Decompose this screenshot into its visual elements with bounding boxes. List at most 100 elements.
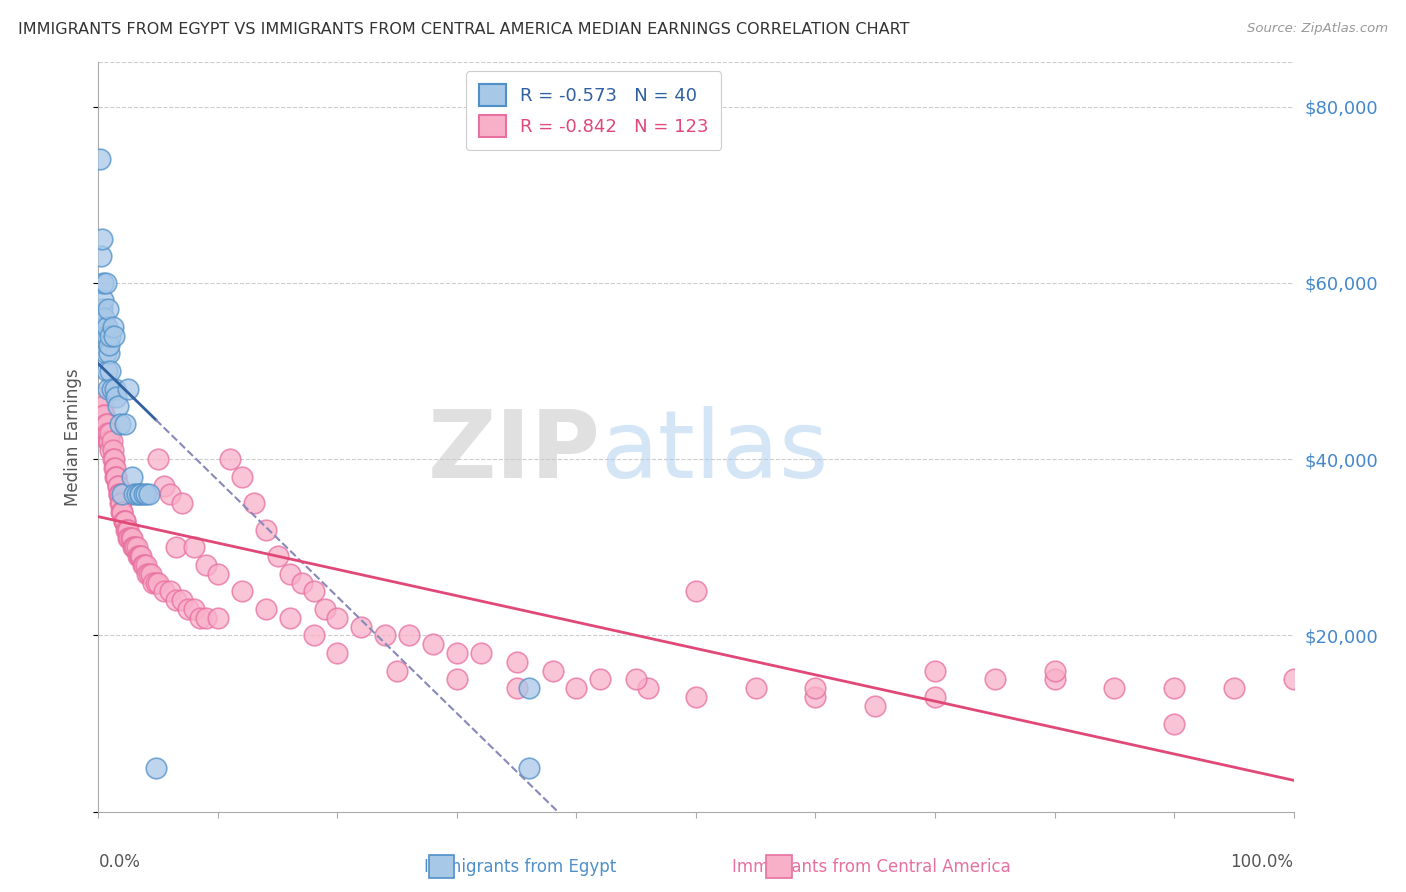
- Point: [98, 425, 122, 440]
- Text: Immigrants from Central America: Immigrants from Central America: [733, 858, 1011, 876]
- Point: [111, 505, 134, 519]
- Point: [93, 311, 115, 326]
- Text: Immigrants from Egypt: Immigrants from Egypt: [425, 858, 616, 876]
- Point: [129, 487, 152, 501]
- Point: [865, 698, 887, 713]
- Text: Source: ZipAtlas.com: Source: ZipAtlas.com: [1247, 22, 1388, 36]
- Point: [93, 319, 115, 334]
- Point: [112, 514, 135, 528]
- Point: [153, 584, 176, 599]
- Point: [924, 664, 946, 678]
- Point: [177, 602, 200, 616]
- Point: [924, 690, 946, 705]
- Point: [1163, 681, 1185, 696]
- Point: [93, 408, 115, 422]
- Point: [118, 532, 141, 546]
- Point: [111, 505, 134, 519]
- Point: [804, 690, 827, 705]
- Point: [745, 681, 768, 696]
- Point: [138, 566, 160, 581]
- Point: [89, 153, 111, 167]
- Point: [350, 619, 373, 633]
- Point: [117, 523, 139, 537]
- Point: [94, 417, 117, 431]
- Point: [231, 584, 253, 599]
- Point: [96, 319, 118, 334]
- Point: [135, 487, 157, 501]
- Point: [153, 478, 176, 492]
- Point: [129, 487, 152, 501]
- Point: [446, 673, 468, 687]
- Point: [315, 602, 337, 616]
- Point: [138, 487, 160, 501]
- Point: [374, 628, 396, 642]
- Point: [125, 541, 148, 555]
- Point: [267, 549, 290, 563]
- Point: [97, 425, 120, 440]
- Point: [291, 575, 314, 590]
- Text: ZIP: ZIP: [427, 406, 600, 498]
- Point: [506, 655, 529, 669]
- Point: [446, 646, 468, 660]
- Point: [105, 391, 128, 405]
- Point: [103, 328, 125, 343]
- Point: [159, 584, 181, 599]
- Point: [108, 417, 131, 431]
- Point: [243, 496, 266, 510]
- Point: [107, 487, 129, 501]
- Point: [98, 434, 121, 449]
- Point: [112, 514, 135, 528]
- Point: [114, 514, 136, 528]
- Point: [91, 399, 114, 413]
- Point: [302, 628, 325, 642]
- Point: [131, 558, 153, 572]
- Point: [100, 434, 122, 449]
- Point: [470, 646, 492, 660]
- Point: [129, 549, 152, 563]
- Point: [94, 346, 117, 360]
- Point: [98, 364, 122, 378]
- Point: [1282, 673, 1305, 687]
- Point: [1104, 681, 1126, 696]
- Point: [105, 469, 128, 483]
- Point: [98, 328, 122, 343]
- Point: [804, 681, 827, 696]
- Point: [219, 452, 242, 467]
- Point: [1223, 681, 1246, 696]
- Point: [101, 452, 124, 467]
- Text: IMMIGRANTS FROM EGYPT VS IMMIGRANTS FROM CENTRAL AMERICA MEDIAN EARNINGS CORRELA: IMMIGRANTS FROM EGYPT VS IMMIGRANTS FROM…: [18, 22, 910, 37]
- Point: [172, 496, 194, 510]
- Point: [94, 276, 117, 290]
- Point: [195, 611, 218, 625]
- Point: [637, 681, 659, 696]
- Point: [142, 575, 165, 590]
- Point: [517, 761, 540, 775]
- Text: atlas: atlas: [600, 406, 828, 498]
- Point: [231, 469, 253, 483]
- Point: [101, 443, 124, 458]
- Point: [385, 664, 409, 678]
- Point: [124, 541, 146, 555]
- Point: [96, 364, 118, 378]
- Point: [589, 673, 612, 687]
- Point: [626, 673, 648, 687]
- Point: [91, 302, 114, 317]
- Point: [278, 566, 301, 581]
- Point: [159, 487, 181, 501]
- Point: [107, 399, 129, 413]
- Point: [110, 505, 132, 519]
- Point: [1043, 673, 1066, 687]
- Text: 0.0%: 0.0%: [98, 853, 141, 871]
- Point: [127, 549, 149, 563]
- Point: [132, 487, 155, 501]
- Point: [98, 337, 121, 351]
- Point: [124, 487, 146, 501]
- Point: [90, 249, 112, 263]
- Point: [104, 461, 127, 475]
- Point: [104, 469, 127, 483]
- Point: [104, 382, 127, 396]
- Point: [114, 417, 136, 431]
- Text: 100.0%: 100.0%: [1230, 853, 1294, 871]
- Point: [101, 319, 124, 334]
- Point: [103, 452, 125, 467]
